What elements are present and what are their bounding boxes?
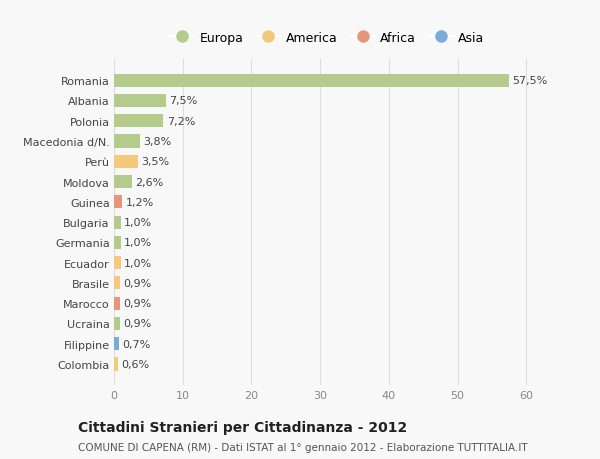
Text: 1,0%: 1,0% [124,218,152,228]
Bar [114,176,132,189]
Text: 1,0%: 1,0% [124,238,152,248]
Text: 0,9%: 0,9% [124,298,152,308]
Bar [114,358,118,371]
Bar [114,317,120,330]
Text: 7,5%: 7,5% [169,96,197,106]
Text: 0,9%: 0,9% [124,319,152,329]
Bar [114,297,120,310]
Text: 3,8%: 3,8% [143,137,172,147]
Bar [114,277,120,290]
Text: 1,2%: 1,2% [125,197,154,207]
Text: 7,2%: 7,2% [167,117,195,127]
Bar [114,74,509,88]
Bar [114,135,140,148]
Text: Cittadini Stranieri per Cittadinanza - 2012: Cittadini Stranieri per Cittadinanza - 2… [78,420,407,434]
Bar [114,115,163,128]
Bar [114,95,166,108]
Bar [114,236,121,249]
Text: 3,5%: 3,5% [142,157,170,167]
Text: COMUNE DI CAPENA (RM) - Dati ISTAT al 1° gennaio 2012 - Elaborazione TUTTITALIA.: COMUNE DI CAPENA (RM) - Dati ISTAT al 1°… [78,442,527,452]
Legend: Europa, America, Africa, Asia: Europa, America, Africa, Asia [164,27,490,50]
Text: 1,0%: 1,0% [124,258,152,268]
Text: 0,9%: 0,9% [124,278,152,288]
Bar [114,337,119,351]
Text: 0,6%: 0,6% [122,359,149,369]
Text: 2,6%: 2,6% [136,177,164,187]
Bar [114,196,122,209]
Text: 0,7%: 0,7% [122,339,151,349]
Text: 57,5%: 57,5% [512,76,548,86]
Bar [114,216,121,229]
Bar [114,257,121,269]
Bar [114,156,138,168]
